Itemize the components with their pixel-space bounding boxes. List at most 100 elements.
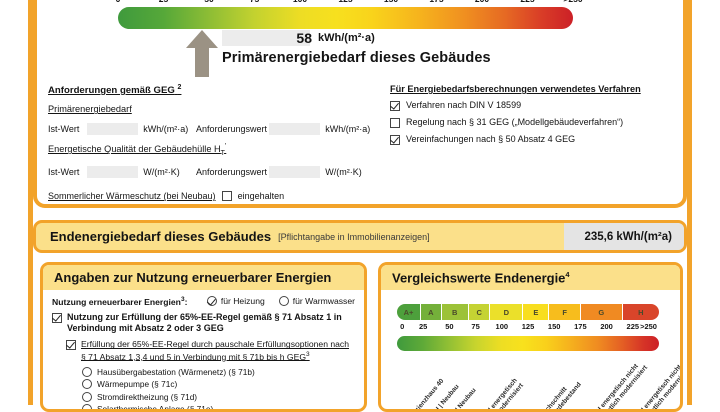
- renewables-usage-label-text: Nutzung erneuerbarer Energien: [52, 296, 181, 307]
- renewables-panel-header: Angaben zur Nutzung erneuerbarer Energie…: [43, 265, 364, 290]
- primary-energy-tick: 175: [429, 0, 443, 4]
- usage-option-label: für Heizung: [220, 296, 265, 307]
- fulfilment-option[interactable]: Solarthermische Anlage (§ 71e): [82, 404, 355, 409]
- fulfilment-option[interactable]: Wärmepumpe (§ 71c): [82, 379, 355, 390]
- usage-option-label: für Warmwasser: [292, 296, 355, 307]
- comparison-annotation: MFH energetisch nicht wesentlich modernis…: [589, 360, 650, 409]
- rule-65-checkbox[interactable]: [52, 312, 62, 323]
- fulfilment-option-radio[interactable]: [82, 404, 92, 409]
- fulfilment-option[interactable]: Hausübergabestation (Wärmenetz) (§ 71b): [82, 366, 355, 377]
- final-energy-title: Endenergiebedarf dieses Gebäudes: [50, 229, 272, 244]
- envelope-subtitle-sup: ': [224, 143, 227, 151]
- method-item[interactable]: Regelung nach § 31 GEG („Modellgebäudeve…: [390, 117, 680, 128]
- comparison-color-bar: [397, 336, 659, 352]
- ist-wert-label: Ist-Wert: [48, 124, 80, 135]
- ist-wert-2-input[interactable]: [87, 166, 139, 179]
- calculation-method-list: Verfahren nach DIN V 18599 Regelung nach …: [390, 100, 680, 145]
- fulfilment-option-radio[interactable]: [82, 391, 92, 402]
- fulfilment-option-label: Wärmepumpe (§ 71c): [97, 379, 178, 390]
- envelope-subtitle-text: Energetische Qualität der Gebäudehülle H: [48, 144, 221, 155]
- requirements-block: Anforderungen gemäß GEG 2 Primärenergieb…: [48, 84, 378, 202]
- primary-energy-tick: 25: [159, 0, 168, 4]
- comparison-tick: 100: [495, 322, 509, 332]
- comparison-tick: 125: [521, 322, 535, 332]
- anforderungswert-2-unit: W/(m²·K): [325, 167, 362, 178]
- requirements-title: Anforderungen gemäß GEG 2: [48, 84, 378, 96]
- final-energy-value: 235,6 kWh/(m²a): [564, 223, 684, 250]
- requirements-primary-row: Ist-Wert kWh/(m²·a) Anforderungswert kWh…: [48, 123, 378, 136]
- anforderungswert-label: Anforderungswert: [195, 124, 268, 135]
- anforderungswert-unit: kWh/(m²·a): [325, 124, 371, 135]
- usage-option[interactable]: für Warmwasser: [278, 296, 355, 307]
- method-item-checkbox[interactable]: [390, 118, 400, 128]
- fulfilment-option-radio[interactable]: [82, 379, 92, 390]
- comparison-panel-header-footnote: 4: [565, 270, 570, 279]
- method-item[interactable]: Verfahren nach DIN V 18599: [390, 100, 680, 111]
- comparison-tick: 0: [400, 322, 405, 332]
- calculation-method-block: Für Energiebedarfsberechnungen verwendet…: [390, 84, 680, 145]
- method-item[interactable]: Vereinfachungen nach § 50 Absatz 4 GEG: [390, 134, 680, 145]
- fulfilment-option-label: Hausübergabestation (Wärmenetz) (§ 71b): [97, 366, 255, 377]
- primary-energy-tick: 100: [293, 0, 307, 4]
- efficiency-class-segment: C: [469, 304, 491, 321]
- comparison-panel-header: Vergleichswerte Endenergie4: [381, 265, 680, 291]
- fulfilment-options-list: Hausübergabestation (Wärmenetz) (§ 71b) W…: [82, 366, 355, 409]
- comparison-tick: 200: [600, 322, 613, 332]
- requirements-title-footnote: 2: [177, 84, 182, 91]
- primary-energy-arrow-icon: [185, 30, 219, 77]
- method-item-checkbox[interactable]: [390, 101, 400, 111]
- renewables-usage-options: für Heizung für Warmwasser: [206, 296, 355, 307]
- primary-energy-value: 58: [296, 30, 312, 46]
- efficiency-class-ticks: 0 25 50 75 100 125 150 175 200 225 >250: [397, 322, 659, 333]
- efficiency-class-segment: E: [523, 304, 550, 321]
- flat-options-label: Erfüllung der 65%-EE-Regel durch pauscha…: [81, 339, 355, 362]
- anforderungswert-input[interactable]: [269, 123, 321, 136]
- primary-energy-scale-ticks: 0 25 50 75 100 125 150 175 200 225 >250: [116, 0, 583, 6]
- primary-energy-caption: Primärenergiebedarf dieses Gebäudes: [222, 50, 491, 66]
- efficiency-class-segment: A+: [397, 304, 422, 321]
- primary-energy-unit: kWh/(m²·a): [318, 32, 375, 44]
- method-item-label: Verfahren nach DIN V 18599: [406, 100, 522, 110]
- comparison-annotation: EFH energetisch gut modernisiert: [480, 377, 526, 409]
- flat-options-item[interactable]: Erfüllung der 65%-EE-Regel durch pauscha…: [66, 339, 355, 362]
- comparison-annotation: Durchschnitt Gebäudebestand: [537, 376, 584, 409]
- page-frame-left: [28, 0, 33, 405]
- comparison-panel: Vergleichswerte Endenergie4 A+ A B C D E F G H 0…: [378, 262, 683, 412]
- usage-option[interactable]: für Heizung: [206, 296, 265, 307]
- comparison-tick: 150: [547, 322, 561, 332]
- fulfilment-option-label: Stromdirektheizung (§ 71d): [97, 391, 198, 402]
- summer-heat-protection-value: eingehalten: [237, 191, 285, 202]
- renewables-usage-row: Nutzung erneuerbarer Energien3: für Heiz…: [52, 296, 355, 307]
- primary-energy-tick: >250: [563, 0, 582, 4]
- usage-option-radio[interactable]: [278, 296, 289, 307]
- ist-wert-unit: kWh/(m²·a): [143, 124, 189, 135]
- page-frame-right: [687, 0, 692, 405]
- summer-heat-protection-label: Sommerlicher Wärmeschutz (bei Neubau): [48, 191, 216, 202]
- ist-wert-2-label: Ist-Wert: [48, 167, 80, 178]
- fulfilment-option-radio[interactable]: [82, 366, 92, 377]
- efficiency-class-segment: F: [549, 304, 581, 321]
- primary-energy-card: [33, 0, 687, 208]
- ist-wert-2-unit: W/(m²·K): [143, 167, 180, 178]
- efficiency-class-segment: G: [580, 304, 623, 321]
- primary-energy-tick: 150: [384, 0, 398, 4]
- method-item-checkbox[interactable]: [390, 135, 400, 145]
- primary-energy-tick: 125: [338, 0, 352, 4]
- rule-65-label: Nutzung zur Erfüllung der 65%-EE-Regel g…: [67, 311, 342, 334]
- ist-wert-input[interactable]: [87, 123, 139, 136]
- primary-energy-tick: 50: [204, 0, 213, 4]
- primary-energy-tick: 75: [250, 0, 259, 4]
- final-energy-note: [Pflichtangabe in Immobilienanzeigen]: [278, 231, 430, 242]
- rule-65-item[interactable]: Nutzung zur Erfüllung der 65%-EE-Regel g…: [52, 312, 355, 335]
- fulfilment-option[interactable]: Stromdirektheizung (§ 71d): [82, 391, 355, 402]
- summer-heat-protection-checkbox[interactable]: [221, 191, 232, 202]
- flat-options-checkbox[interactable]: [66, 340, 76, 351]
- comparison-tick: >250: [640, 322, 657, 332]
- renewables-usage-label: Nutzung erneuerbarer Energien3:: [52, 296, 188, 307]
- anforderungswert-2-input[interactable]: [269, 166, 321, 179]
- efficiency-class-bar: A+ A B C D E F G H: [397, 304, 659, 321]
- usage-option-radio[interactable]: [206, 296, 217, 307]
- calculation-method-title: Für Energiebedarfsberechnungen verwendet…: [390, 84, 641, 94]
- flat-options-label-text: Erfüllung der 65%-EE-Regel durch pauscha…: [81, 339, 350, 362]
